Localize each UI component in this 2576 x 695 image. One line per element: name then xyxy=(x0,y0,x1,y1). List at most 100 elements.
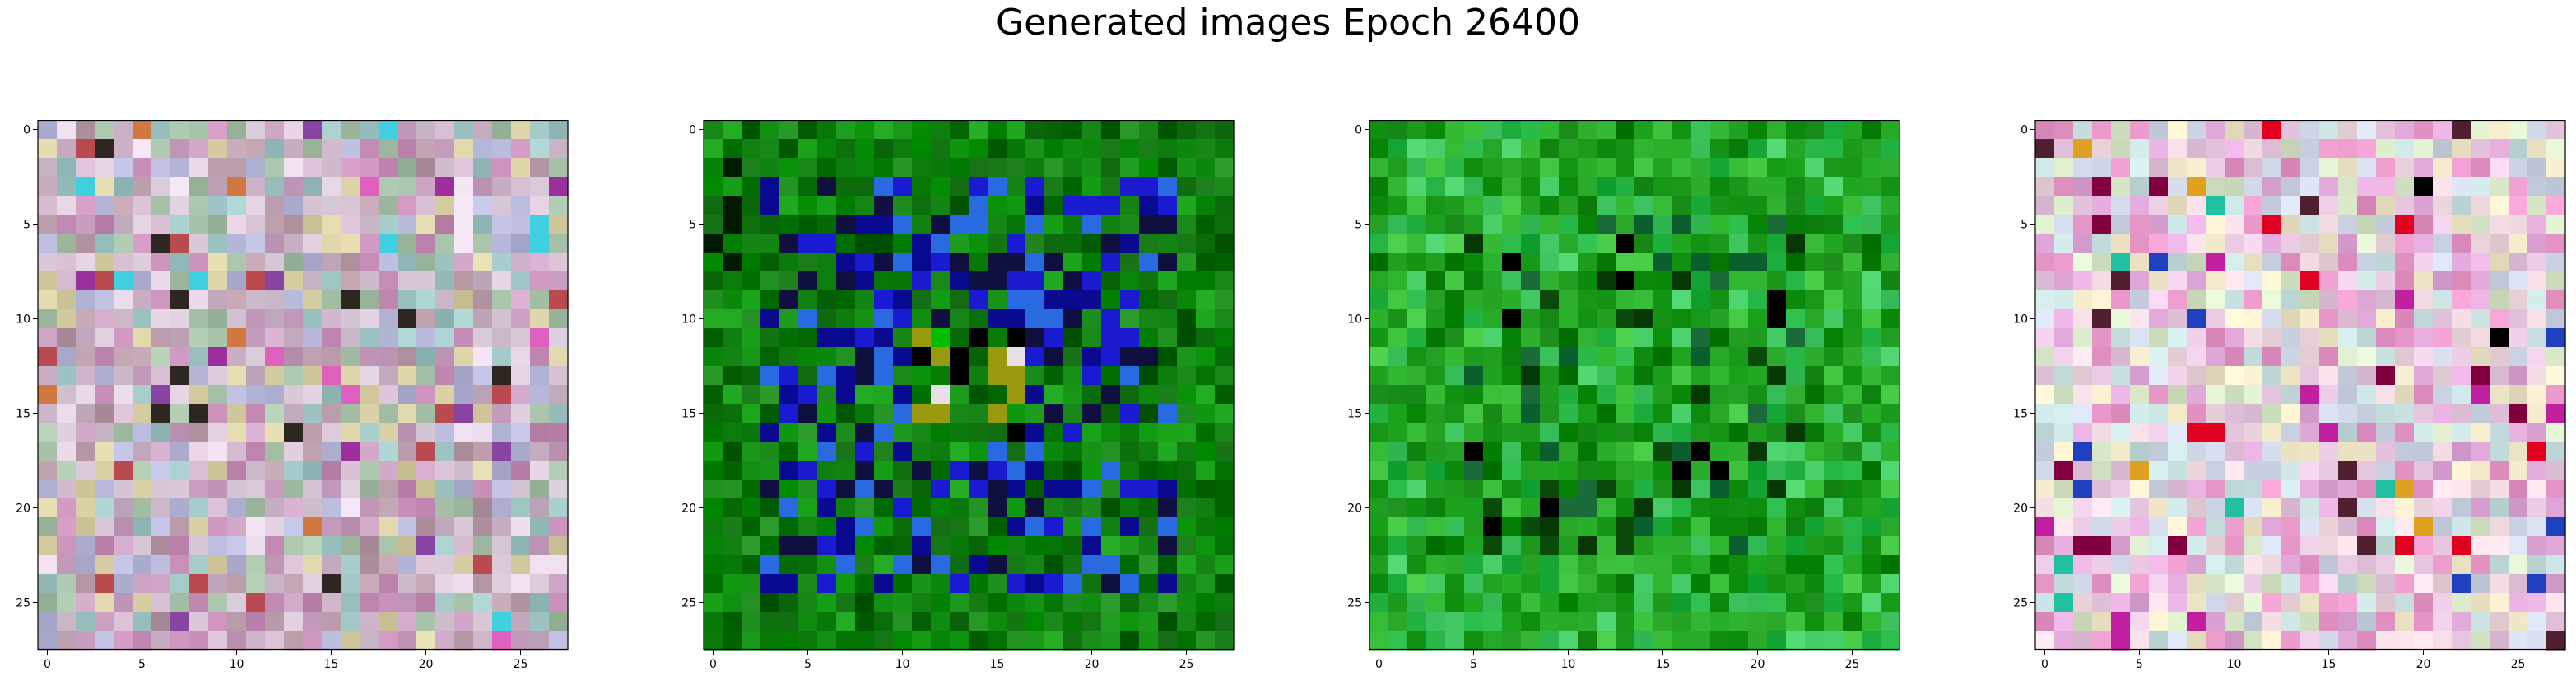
pixel-cell xyxy=(2092,442,2112,461)
pixel-cell xyxy=(1101,480,1121,499)
pixel-cell xyxy=(1044,328,1064,348)
pixel-cell xyxy=(1502,404,1522,424)
pixel-cell xyxy=(1634,631,1654,651)
pixel-cell xyxy=(1805,290,1825,310)
pixel-cell xyxy=(1025,234,1045,253)
pixel-cell xyxy=(284,461,304,480)
pixel-cell xyxy=(704,309,723,329)
pixel-cell xyxy=(189,385,209,405)
pixel-cell xyxy=(1843,253,1862,272)
pixel-cell xyxy=(2490,593,2509,613)
y-tick-label: 5 xyxy=(23,219,30,232)
pixel-cell xyxy=(1044,215,1064,234)
pixel-cell xyxy=(303,423,323,442)
pixel-cell xyxy=(303,158,323,178)
x-tick-label: 5 xyxy=(804,658,811,671)
pixel-cell xyxy=(57,139,77,159)
pixel-cell xyxy=(969,328,988,348)
pixel-cell xyxy=(1521,517,1541,537)
pixel-cell xyxy=(284,328,304,348)
pixel-cell xyxy=(2433,328,2453,348)
pixel-cell xyxy=(1007,442,1026,461)
pixel-cell xyxy=(1559,612,1579,632)
pixel-cell xyxy=(1559,347,1579,367)
pixel-cell xyxy=(1559,555,1579,575)
pixel-cell xyxy=(723,517,742,537)
pixel-cell xyxy=(1767,631,1787,651)
pixel-cell xyxy=(1881,574,1900,594)
pixel-cell xyxy=(2092,215,2112,234)
pixel-cell xyxy=(1805,461,1825,480)
pixel-cell xyxy=(2527,309,2547,329)
pixel-cell xyxy=(1082,120,1102,140)
pixel-cell xyxy=(227,347,247,367)
pixel-cell xyxy=(2395,347,2415,367)
pixel-cell xyxy=(1215,234,1235,253)
pixel-cell xyxy=(1063,612,1083,632)
pixel-cell xyxy=(435,139,455,159)
pixel-cell xyxy=(170,234,190,253)
pixel-cell xyxy=(2319,120,2339,140)
pixel-cell xyxy=(2433,555,2453,575)
pixel-cell xyxy=(2262,139,2282,159)
pixel-cell xyxy=(2414,517,2434,537)
pixel-cell xyxy=(151,612,171,632)
pixel-cell xyxy=(2376,177,2396,197)
pixel-cell xyxy=(2149,328,2169,348)
pixel-cell xyxy=(1578,271,1597,291)
pixel-cell xyxy=(189,139,209,159)
pixel-cell xyxy=(379,574,398,594)
pixel-cell xyxy=(1578,120,1597,140)
pixel-cell xyxy=(1691,158,1711,178)
pixel-cell xyxy=(1881,555,1900,575)
pixel-cell xyxy=(2168,347,2188,367)
pixel-cell xyxy=(1672,498,1692,518)
pixel-cell xyxy=(2471,612,2490,632)
pixel-cell xyxy=(2225,234,2244,253)
pixel-cell xyxy=(988,215,1007,234)
pixel-cell xyxy=(1843,631,1862,651)
pixel-cell xyxy=(473,347,493,367)
pixel-cell xyxy=(855,328,875,348)
pixel-cell xyxy=(1710,404,1730,424)
pixel-cell xyxy=(1786,461,1806,480)
pixel-cell xyxy=(723,442,742,461)
pixel-cell xyxy=(2452,555,2471,575)
pixel-cell xyxy=(779,120,799,140)
pixel-cell xyxy=(379,271,398,291)
pixel-cell xyxy=(1426,253,1446,272)
pixel-cell xyxy=(704,177,723,197)
pixel-cell xyxy=(2035,461,2055,480)
pixel-cell xyxy=(1540,480,1560,499)
pixel-cell xyxy=(1559,215,1579,234)
pixel-cell xyxy=(246,442,266,461)
pixel-cell xyxy=(2452,366,2471,386)
pixel-cell xyxy=(1862,139,1881,159)
pixel-cell xyxy=(1139,120,1159,140)
pixel-cell xyxy=(133,366,152,386)
pixel-cell xyxy=(114,290,133,310)
pixel-cell xyxy=(817,234,837,253)
pixel-cell xyxy=(303,593,323,613)
pixel-cell xyxy=(1521,158,1541,178)
pixel-cell xyxy=(151,442,171,461)
pixel-cell xyxy=(379,536,398,556)
pixel-cell xyxy=(435,612,455,632)
pixel-cell xyxy=(492,385,512,405)
pixel-cell xyxy=(322,309,342,329)
pixel-cell xyxy=(265,574,285,594)
pixel-cell xyxy=(1653,423,1673,442)
pixel-cell xyxy=(950,498,969,518)
pixel-cell xyxy=(1578,328,1597,348)
pixel-cell xyxy=(265,271,285,291)
pixel-cell xyxy=(2225,271,2244,291)
pixel-cell xyxy=(2187,366,2206,386)
pixel-cell xyxy=(1540,593,1560,613)
pixel-cell xyxy=(1653,347,1673,367)
pixel-cell xyxy=(1369,309,1389,329)
pixel-cell xyxy=(189,271,209,291)
pixel-cell xyxy=(473,612,493,632)
pixel-cell xyxy=(2168,196,2188,215)
pixel-cell xyxy=(2319,480,2339,499)
pixel-cell xyxy=(1559,366,1579,386)
